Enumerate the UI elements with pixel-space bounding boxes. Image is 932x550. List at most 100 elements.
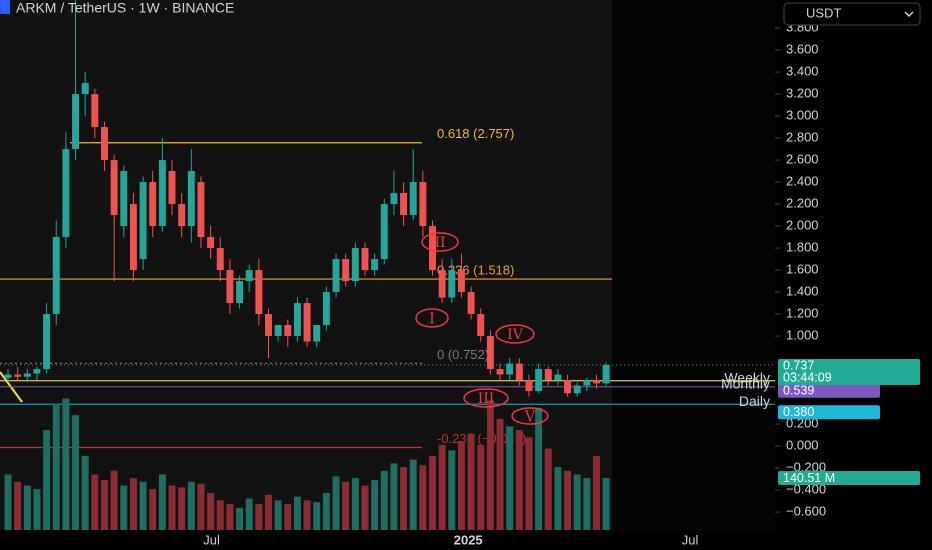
- candle-body: [62, 149, 70, 238]
- candle-body: [351, 248, 359, 282]
- y-tick-label: 2.800: [786, 129, 819, 144]
- symbol-flag: [0, 0, 10, 14]
- candle-body: [216, 248, 224, 271]
- volume-bar: [400, 467, 408, 530]
- candle-body: [187, 171, 195, 227]
- volume-bar: [120, 485, 128, 530]
- volume-bar: [515, 430, 523, 530]
- candle-body: [409, 182, 417, 216]
- volume-bar: [419, 465, 427, 530]
- candle-body: [33, 369, 41, 374]
- y-tick-label: 3.000: [786, 107, 819, 122]
- volume-bar: [506, 426, 514, 530]
- volume-bar: [544, 448, 552, 530]
- price-line-name: Weekly: [724, 369, 770, 385]
- candle-body: [515, 363, 523, 381]
- volume-bar: [293, 496, 301, 530]
- volume-bar: [91, 474, 99, 530]
- volume-bar: [477, 444, 485, 530]
- candle-body: [448, 270, 456, 298]
- candle-body: [602, 364, 610, 384]
- volume-bar: [371, 480, 379, 530]
- candle-body: [303, 303, 311, 342]
- volume-bar: [110, 470, 118, 530]
- candle-body: [149, 182, 157, 227]
- dropdown-icon: [904, 11, 914, 18]
- volume-bar: [81, 455, 89, 530]
- volume-bar: [361, 485, 369, 530]
- candle-body: [14, 374, 22, 377]
- volume-bar: [178, 487, 186, 530]
- candle-body: [506, 363, 514, 375]
- volume-bar: [187, 481, 195, 530]
- candle-body: [284, 325, 292, 337]
- price-axis: [775, 0, 932, 550]
- candle-body: [4, 374, 12, 378]
- candle-body: [322, 292, 330, 326]
- volume-bar: [351, 478, 359, 530]
- volume-bar: [255, 504, 263, 530]
- y-tick-label: −0.200: [786, 459, 826, 474]
- candle-body: [120, 171, 128, 227]
- x-tick-label: Jul: [682, 532, 699, 547]
- y-tick-label: 1.000: [786, 327, 819, 342]
- candle-body: [72, 94, 80, 150]
- wave-circle: [511, 407, 549, 425]
- candle-body: [573, 385, 581, 394]
- candle-body: [236, 281, 244, 304]
- volume-bar: [33, 489, 41, 530]
- volume-bar: [52, 404, 60, 530]
- candle-body: [332, 259, 340, 293]
- candle-body: [477, 314, 485, 337]
- currency-button[interactable]: [783, 2, 921, 26]
- volume-bar: [216, 500, 224, 530]
- x-tick-label: 2025: [454, 532, 483, 547]
- candle-body: [129, 204, 137, 271]
- candle-body: [110, 160, 118, 216]
- volume-bar: [265, 494, 272, 530]
- candle-body: [535, 369, 543, 392]
- volume-bar: [486, 400, 494, 530]
- candle-body: [168, 171, 176, 205]
- candle-body: [525, 380, 533, 392]
- y-tick-label: 3.600: [786, 41, 819, 56]
- price-badge-label: 0.539: [783, 384, 814, 398]
- price-badge-label: 0.380: [783, 405, 814, 419]
- volume-bar: [23, 485, 31, 530]
- volume-bar: [583, 478, 591, 530]
- candle-body: [245, 270, 253, 282]
- candle-body: [486, 336, 494, 370]
- candle-body: [23, 373, 31, 377]
- volume-bar: [101, 480, 108, 530]
- volume-bar: [129, 478, 137, 530]
- volume-bar: [593, 455, 600, 530]
- volume-bar: [602, 477, 610, 530]
- y-tick-label: 1.200: [786, 305, 819, 320]
- volume-bar: [14, 481, 22, 530]
- y-tick-label: 2.600: [786, 151, 819, 166]
- candle-body: [371, 259, 379, 271]
- volume-bar: [226, 504, 234, 530]
- volume-bar: [380, 470, 388, 530]
- volume-bar: [72, 415, 80, 530]
- candle-body: [564, 380, 572, 394]
- candle-body: [554, 374, 562, 381]
- wave-label: IV: [507, 327, 524, 343]
- y-tick-label: 3.400: [786, 63, 819, 78]
- volume-bar: [236, 507, 244, 530]
- volume-bar: [535, 407, 543, 530]
- volume-bar: [342, 481, 350, 530]
- candle-body: [496, 369, 504, 375]
- candle-body: [438, 270, 446, 298]
- volume-badge: [778, 470, 920, 485]
- candle-body: [101, 127, 108, 161]
- candle-body: [583, 380, 591, 386]
- candle-body: [342, 259, 350, 282]
- price-line-name: Monthly: [721, 375, 770, 391]
- volume-bar: [284, 504, 292, 530]
- volume-bar: [457, 441, 465, 530]
- price-line-name: Daily: [739, 393, 770, 409]
- time-axis: [0, 530, 775, 550]
- candle-body: [400, 193, 408, 216]
- chart-title: ARKM / TetherUS · 1W · BINANCE: [16, 0, 234, 16]
